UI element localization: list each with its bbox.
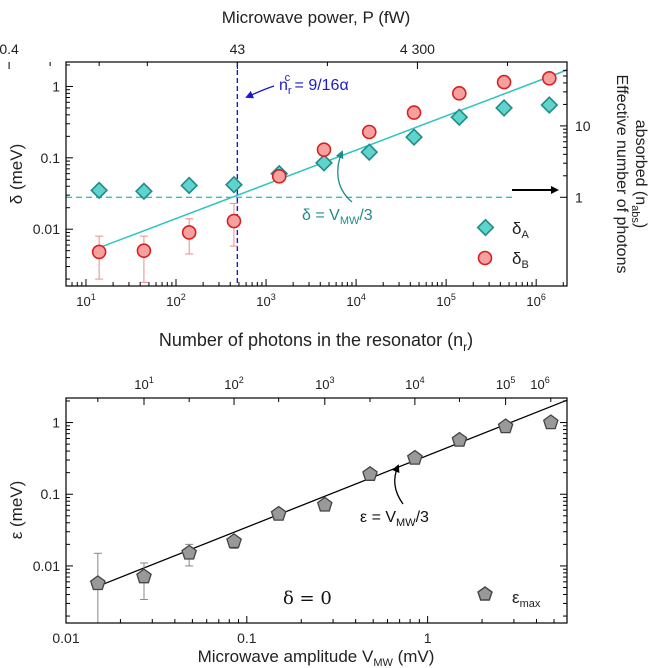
- data-point-epsilon: [451, 431, 468, 447]
- data-points: [90, 71, 559, 260]
- right-axis-label-line1: Effective number of photons: [613, 75, 630, 274]
- error-bars-epsilon: [93, 540, 239, 624]
- legend-marker-epsilon: [477, 586, 493, 601]
- y-axis-label-bottom: ε (meV): [7, 481, 26, 540]
- data-point-delta-b: [406, 105, 422, 120]
- x-tick-label: 102: [166, 292, 185, 309]
- right-tick-label: 10: [575, 118, 591, 134]
- data-point-delta-a: [495, 99, 513, 117]
- y-tick-label: 0.1: [41, 150, 61, 166]
- data-point-delta-a: [135, 182, 153, 201]
- data-point-delta-b: [361, 124, 377, 140]
- y-tick-label: 0.01: [33, 221, 60, 237]
- x-tick-label: 106: [526, 292, 545, 309]
- x-tick-label: 103: [256, 292, 275, 309]
- photon-number-tick-label: 101: [134, 375, 153, 392]
- photon-number-tick-label: 105: [496, 375, 515, 392]
- delta-zero-annotation: δ = 0: [283, 588, 332, 609]
- bottom-chart: 101 102 103 104 105 106 0.01 0.1 1 0.01 0.1 1 ε (…: [7, 375, 568, 668]
- data-points-epsilon: [89, 414, 559, 591]
- right-axis-ticks: 1 10: [560, 69, 591, 205]
- right-tick-label: 1: [575, 189, 583, 205]
- legend-top: δA δB: [476, 218, 529, 271]
- data-point-delta-b: [316, 142, 332, 157]
- legend-label-delta-b: δB: [512, 249, 529, 271]
- top-tick-label: 4 300: [400, 41, 435, 57]
- data-point-delta-b: [496, 74, 512, 90]
- fit-label-delta: δ = VMW/3: [302, 207, 373, 227]
- data-point-delta-a: [90, 181, 109, 200]
- x-axis-label-bottom: Microwave amplitude VMW (mV): [198, 647, 435, 668]
- data-point-epsilon: [226, 533, 242, 549]
- data-point-epsilon: [89, 575, 106, 591]
- data-point-delta-b: [136, 243, 152, 258]
- fit-label-epsilon: ε = VMW/3: [360, 509, 429, 529]
- top-chart: Microwave power, P (fW) 0.4 43 4 300 101 10…: [0, 8, 649, 354]
- photon-number-tick-label: 104: [405, 375, 424, 392]
- x-tick-label-bottom: 0.1: [237, 630, 257, 646]
- fit-line-epsilon: [97, 399, 568, 587]
- critical-photon-arrow: [245, 85, 275, 99]
- y-tick-label-bottom: 0.01: [33, 558, 60, 574]
- data-point-delta-a: [540, 96, 559, 114]
- x-tick-label: 101: [76, 292, 95, 309]
- y-tick-label-bottom: 0.1: [41, 486, 61, 502]
- fit-label-arrow-epsilon: [392, 464, 404, 505]
- data-point-delta-b: [271, 169, 287, 184]
- data-point-delta-a: [180, 176, 199, 195]
- fit-line-delta: [98, 69, 568, 249]
- photon-number-tick-label: 106: [530, 375, 549, 392]
- legend-marker-delta-a: [476, 218, 495, 237]
- x-tick-label-bottom: 0.01: [52, 630, 79, 646]
- data-point-epsilon: [542, 414, 559, 430]
- x-axis-ticks-bottom: 0.01 0.1 1: [52, 616, 555, 646]
- data-point-delta-b: [226, 213, 242, 229]
- data-point-epsilon: [406, 449, 423, 465]
- data-point-epsilon: [497, 418, 514, 434]
- data-point-epsilon: [136, 568, 152, 584]
- data-point-epsilon: [316, 496, 333, 512]
- y-axis-ticks-bottom: 0.01 0.1 1: [33, 400, 567, 617]
- fit-label-arrow-delta: [335, 150, 353, 203]
- photon-number-tick-label: 102: [224, 375, 243, 392]
- data-point-delta-b: [91, 244, 107, 260]
- y-tick-label-bottom: 1: [52, 415, 60, 431]
- y-axis-label: δ (meV): [7, 144, 26, 204]
- top-axis-title: Microwave power, P (fW): [222, 8, 411, 27]
- data-point-delta-b: [451, 86, 467, 101]
- legend-label-delta-a: δA: [512, 219, 529, 241]
- data-point-delta-a: [315, 153, 333, 172]
- data-point-delta-a: [450, 108, 469, 127]
- x-tick-label: 104: [346, 292, 365, 309]
- x-axis-ticks: 101 102 103 104 105 106: [65, 279, 564, 309]
- y-axis-ticks: 0.01 0.1 1: [33, 64, 73, 280]
- right-axis-label-line2: absorbed (nabs): [629, 120, 649, 228]
- x-axis-label: Number of photons in the resonator (nr): [159, 330, 473, 354]
- data-point-delta-a: [225, 175, 243, 194]
- data-point-delta-b: [181, 225, 197, 240]
- top-tick-label: 0.4: [0, 41, 19, 57]
- x-tick-label-bottom: 1: [424, 630, 432, 646]
- data-point-delta-b: [542, 71, 557, 86]
- data-point-epsilon: [362, 465, 378, 481]
- legend-marker-delta-b: [477, 250, 493, 266]
- legend-label-epsilon: εmax: [512, 588, 541, 610]
- x-tick-label: 105: [436, 292, 455, 309]
- data-point-delta-a: [360, 143, 379, 162]
- data-point-delta-a: [405, 128, 423, 147]
- photon-number-tick-label: 103: [315, 375, 334, 392]
- data-point-epsilon: [270, 505, 287, 521]
- error-bars-delta-b: [95, 202, 238, 283]
- top-axis-ticks: 0.4 43 4 300: [0, 41, 508, 69]
- legend-bottom: εmax: [477, 586, 541, 610]
- top-tick-label: 43: [230, 41, 246, 57]
- photon-number-top-ticks: 101 102 103 104 105 106: [97, 375, 552, 405]
- y-tick-label: 1: [52, 78, 60, 94]
- critical-photon-label: nrc = 9/16α: [279, 72, 349, 97]
- data-point-epsilon: [181, 544, 198, 560]
